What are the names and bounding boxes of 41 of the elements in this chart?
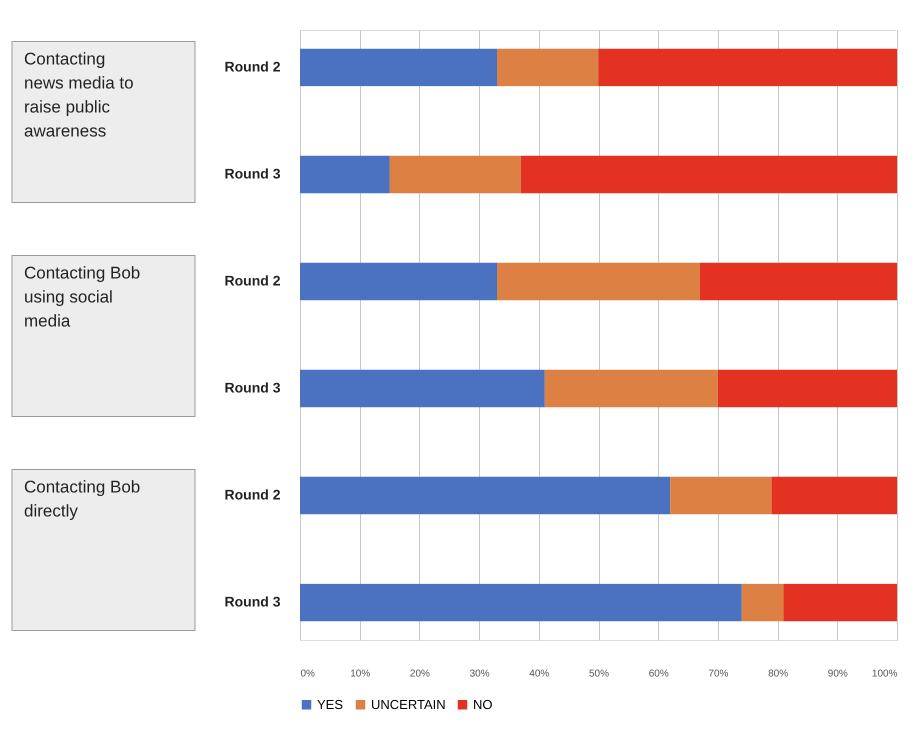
bar [718, 370, 897, 408]
text: Contacting Bob using social media [24, 263, 140, 330]
bar [390, 156, 521, 194]
y-tick-label: Round 2 [224, 272, 281, 288]
bar [520, 156, 897, 194]
x-tick-label: 80% [768, 668, 788, 680]
y-tick-label: Round 3 [224, 594, 281, 610]
bar [700, 262, 897, 300]
bar [300, 584, 742, 622]
legend-label: YES [317, 696, 344, 712]
y-tick-label: Round 3 [224, 165, 281, 182]
bar [598, 48, 897, 86]
bar [670, 476, 772, 514]
bar [300, 262, 498, 300]
y-tick-label: Round 3 [224, 380, 281, 396]
x-tick-label: 20% [410, 668, 430, 680]
bar [497, 48, 598, 86]
bar [300, 476, 670, 514]
bar [742, 584, 784, 622]
x-tick-label: 70% [708, 668, 729, 680]
bar [544, 370, 718, 408]
legend-label: NO [473, 696, 492, 712]
x-tick-label: 0% [300, 668, 316, 680]
y-tick-label: Round 2 [224, 58, 281, 74]
x-tick-label: 30% [470, 668, 490, 680]
x-tick-label: 10% [350, 668, 370, 680]
bar [300, 48, 498, 86]
x-tick-label: 90% [828, 668, 848, 680]
bar [300, 370, 545, 408]
legend-label: UNCERTAIN [371, 696, 446, 712]
x-tick-label: 60% [648, 668, 669, 680]
y-tick-label: Round 2 [224, 486, 281, 503]
bar [772, 476, 897, 514]
text: Contacting news media to raise public awareness [24, 49, 134, 140]
x-tick-label: 100% [872, 668, 898, 680]
text: Contacting Bob directly [24, 478, 140, 521]
bar [300, 156, 390, 194]
x-tick-label: 50% [588, 668, 610, 680]
bar [784, 584, 897, 622]
x-tick-label: 40% [529, 668, 550, 680]
bar [497, 262, 700, 300]
